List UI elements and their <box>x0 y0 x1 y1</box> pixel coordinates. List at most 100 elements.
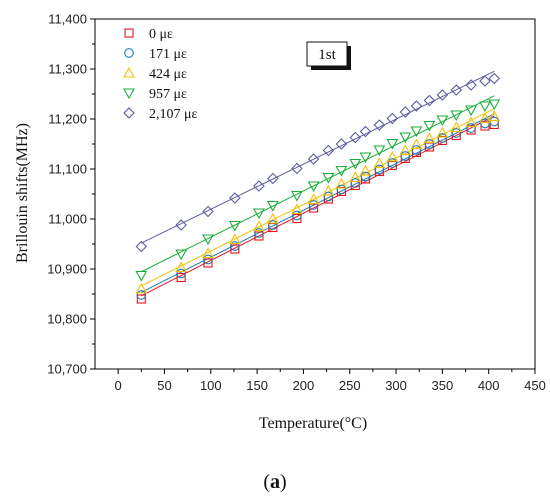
y-tick-label: 10,900 <box>47 262 87 277</box>
data-point-series-4 <box>135 240 148 253</box>
data-point-series-4 <box>479 75 491 87</box>
data-point-series-1 <box>268 220 278 230</box>
data-point-series-2 <box>253 220 265 232</box>
x-tick-label: 0 <box>115 378 122 393</box>
data-point-series-0 <box>230 244 240 254</box>
data-point-series-1 <box>203 254 213 265</box>
axis-ticks: 0 50 100 150 200 250 300 350 400 450 10,700 10,800 1… <box>47 12 546 394</box>
data-point-series-1 <box>336 184 347 195</box>
data-point-series-1 <box>350 178 361 188</box>
data-point-series-4 <box>436 89 449 101</box>
data-point-series-1 <box>480 118 490 129</box>
data-point-series-4 <box>291 162 303 175</box>
caption-close: ) <box>280 471 287 493</box>
data-point-series-3 <box>386 138 399 150</box>
y-tick-label: 11,200 <box>48 112 87 127</box>
data-point-series-0 <box>176 272 186 283</box>
data-point-series-2 <box>228 233 241 245</box>
data-point-series-3 <box>175 249 188 261</box>
data-point-series-0 <box>203 258 213 268</box>
data-point-series-1 <box>176 268 186 279</box>
data-point-series-2 <box>399 144 412 156</box>
y-tick-label: 11,400 <box>48 12 87 27</box>
legend-label-series-2: 424 με <box>149 67 187 82</box>
x-tick-label: 450 <box>524 378 546 393</box>
y-tick-label: 11,000 <box>48 212 87 227</box>
data-point-series-4 <box>488 72 501 85</box>
x-tick-label: 150 <box>246 378 268 393</box>
data-point-series-2 <box>436 126 449 138</box>
data-point-series-3 <box>202 234 214 246</box>
data-point-series-1 <box>466 123 476 133</box>
data-point-series-2 <box>291 203 303 215</box>
data-point-series-2 <box>373 157 386 169</box>
data-point-series-1 <box>387 158 398 168</box>
data-point-series-4 <box>373 119 386 131</box>
caption-letter: a <box>270 471 280 493</box>
legend-label-series-4: 2,107 με <box>149 107 198 122</box>
data-point-series-2 <box>202 247 214 259</box>
data-point-series-1 <box>292 210 302 221</box>
data-point-series-3 <box>488 99 501 111</box>
data-point-series-2 <box>450 121 463 133</box>
data-point-series-4 <box>253 180 265 192</box>
data-point-series-2 <box>479 112 491 124</box>
data-point-series-1 <box>230 241 240 251</box>
data-point-series-3 <box>450 110 463 122</box>
data-point-series-3 <box>322 172 335 184</box>
annotation-box: 1st <box>306 41 351 70</box>
data-point-series-4 <box>322 144 335 157</box>
data-point-series-4 <box>202 205 214 218</box>
data-point-series-3 <box>266 200 279 212</box>
data-point-series-3 <box>307 181 320 193</box>
caption-open: ( <box>263 471 270 493</box>
data-point-series-4 <box>229 192 241 204</box>
y-tick-label: 11,300 <box>48 62 87 77</box>
x-tick-label: 250 <box>339 378 361 393</box>
data-point-series-1 <box>374 164 385 175</box>
data-point-series-3 <box>373 145 386 157</box>
data-point-series-2 <box>266 212 279 224</box>
data-point-series-1 <box>437 133 448 143</box>
legend-marker-series-2 <box>123 66 135 78</box>
data-point-series-4 <box>423 94 436 107</box>
data-point-series-3 <box>291 190 303 202</box>
data-point-series-0 <box>136 294 146 304</box>
data-point-series-2 <box>386 150 399 162</box>
legend-marker-series-1 <box>124 48 134 58</box>
legend: 0 με 171 με 424 με 957 με 2,107 με <box>123 27 198 122</box>
y-axis-title: Brillouin shifts(MHz) <box>14 123 31 263</box>
data-point-series-2 <box>135 282 148 294</box>
x-tick-label: 50 <box>157 378 171 393</box>
data-point-series-3 <box>479 101 491 113</box>
y-tick-label: 10,700 <box>47 362 87 377</box>
data-point-series-0 <box>254 231 264 241</box>
data-point-series-1 <box>489 116 500 127</box>
x-tick-label: 100 <box>200 378 222 393</box>
series-markers <box>135 72 501 304</box>
data-point-series-1 <box>308 200 319 210</box>
x-axis-title: Temperature(°C) <box>259 415 367 432</box>
data-point-series-4 <box>399 106 412 118</box>
x-tick-label: 300 <box>385 378 407 393</box>
data-point-series-4 <box>359 125 372 138</box>
figure-caption: (a) <box>263 471 286 493</box>
data-point-series-2 <box>359 164 372 176</box>
data-point-series-4 <box>307 153 320 165</box>
x-tick-label: 350 <box>432 378 454 393</box>
data-point-series-4 <box>335 138 348 150</box>
data-point-series-4 <box>349 131 362 144</box>
data-point-series-1 <box>360 171 371 182</box>
x-tick-label: 400 <box>478 378 500 393</box>
data-point-series-1 <box>323 191 334 202</box>
data-point-series-1 <box>411 145 422 155</box>
data-point-series-1 <box>451 128 462 138</box>
data-point-series-3 <box>359 152 372 164</box>
data-point-series-2 <box>322 184 335 196</box>
data-point-series-4 <box>386 112 399 125</box>
data-point-series-3 <box>436 115 449 127</box>
data-point-series-3 <box>135 270 148 282</box>
y-tick-label: 10,800 <box>47 312 87 327</box>
fit-line-series-4 <box>141 70 495 244</box>
